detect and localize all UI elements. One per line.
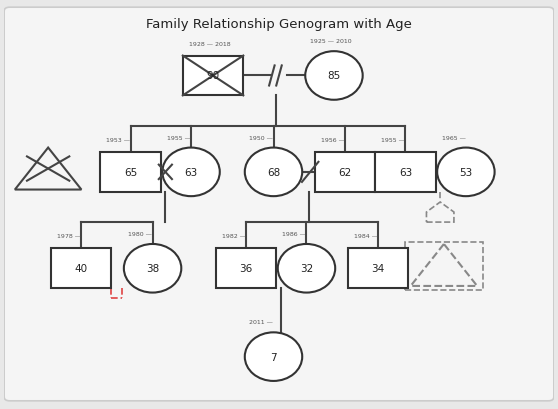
Text: 53: 53 [459,167,473,178]
Text: 1980 —: 1980 — [128,231,152,236]
Text: 1928 — 2018: 1928 — 2018 [189,41,230,47]
Text: 62: 62 [338,167,352,178]
Text: 1984 —: 1984 — [354,234,378,239]
Ellipse shape [124,244,181,293]
Text: 63: 63 [399,167,412,178]
Text: 7: 7 [270,352,277,362]
Text: 32: 32 [300,264,313,274]
Text: 63: 63 [185,167,198,178]
Text: 85: 85 [328,71,340,81]
Text: Family Relationship Genogram with Age: Family Relationship Genogram with Age [146,18,412,31]
Text: 1950 —: 1950 — [249,135,273,140]
Bar [405,242,483,291]
Bar [315,153,375,192]
Ellipse shape [278,244,335,293]
Ellipse shape [437,148,494,197]
Bar [375,153,436,192]
Text: 1982 —: 1982 — [222,234,246,239]
Text: 1955 —: 1955 — [381,137,405,143]
Text: 1978 —: 1978 — [57,234,81,239]
Bar [183,56,243,96]
Ellipse shape [305,52,363,101]
Text: 36: 36 [239,264,253,274]
Text: 1965 —: 1965 — [442,135,465,140]
Ellipse shape [245,333,302,381]
Text: 1956 —: 1956 — [321,137,345,143]
Bar [216,249,276,288]
Text: 40: 40 [75,264,88,274]
Text: 34: 34 [371,264,384,274]
FancyBboxPatch shape [4,8,554,401]
Text: 65: 65 [124,167,137,178]
Ellipse shape [245,148,302,197]
Bar [100,153,161,192]
Text: 2011 —: 2011 — [249,319,273,324]
Text: 1925 — 2010: 1925 — 2010 [310,39,352,44]
Text: 38: 38 [146,264,159,274]
Text: 90: 90 [206,71,220,81]
Text: 68: 68 [267,167,280,178]
Text: 1955 —: 1955 — [167,135,191,140]
Text: 1953 —: 1953 — [107,137,131,143]
Bar [51,249,112,288]
Bar [348,249,408,288]
Text: 1986 —: 1986 — [282,231,306,236]
Ellipse shape [162,148,220,197]
